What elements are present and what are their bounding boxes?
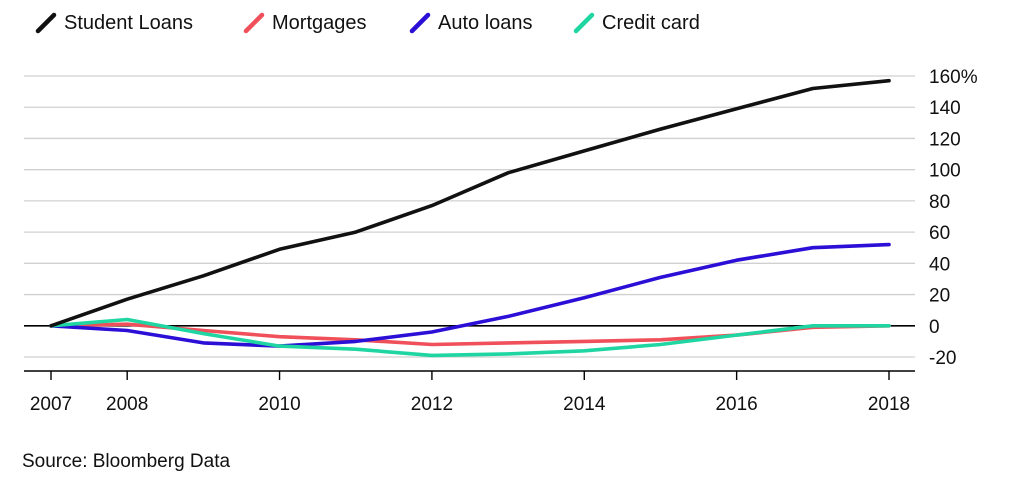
y-tick-label: 100: [929, 161, 961, 182]
legend: Student Loans Mortgages Auto loans Credit c…: [35, 12, 700, 34]
source-note: Source: Bloomberg Data: [22, 451, 230, 472]
legend-label-mortgages: Mortgages: [272, 12, 367, 34]
legend-label-auto-loans: Auto loans: [438, 12, 533, 34]
legend-label-student-loans: Student Loans: [64, 12, 193, 34]
x-axis-tick-labels: 2007 2008 2010 2012 2014 2016 2018: [30, 394, 910, 415]
series-line-auto-loans: [49, 242, 891, 348]
x-tick-label: 2018: [868, 394, 910, 415]
x-tick-label: 2010: [258, 394, 300, 415]
series-line-student-loans: [49, 78, 891, 328]
y-tick-label: -20: [929, 348, 956, 369]
y-tick-label: 0: [929, 317, 940, 338]
y-tick-label: 140: [929, 98, 961, 119]
y-tick-label: 120: [929, 129, 961, 150]
legend-label-credit-card: Credit card: [602, 12, 700, 34]
y-tick-label: 80: [929, 192, 950, 213]
x-tick-label: 2014: [563, 394, 606, 415]
x-tick-label: 2012: [411, 394, 453, 415]
grid-lines: [24, 75, 915, 358]
y-axis-tick-labels: -20 0 20 40 60 80 100 120 140 160%: [929, 67, 978, 369]
axes: [24, 370, 915, 380]
series-lines: [49, 78, 891, 358]
legend-swatch-mortgages: [243, 12, 265, 34]
y-tick-label: 20: [929, 286, 950, 307]
legend-swatch-student-loans: [35, 12, 57, 34]
x-tick-label: 2008: [106, 394, 148, 415]
series-line-credit-card: [49, 317, 891, 358]
x-tick-label: 2016: [715, 394, 757, 415]
y-tick-label: 40: [929, 254, 950, 275]
y-tick-label: 60: [929, 223, 950, 244]
legend-swatch-credit-card: [573, 12, 595, 34]
legend-swatch-auto-loans: [409, 12, 431, 34]
x-tick-label: 2007: [30, 394, 72, 415]
y-tick-label: 160%: [929, 67, 978, 88]
